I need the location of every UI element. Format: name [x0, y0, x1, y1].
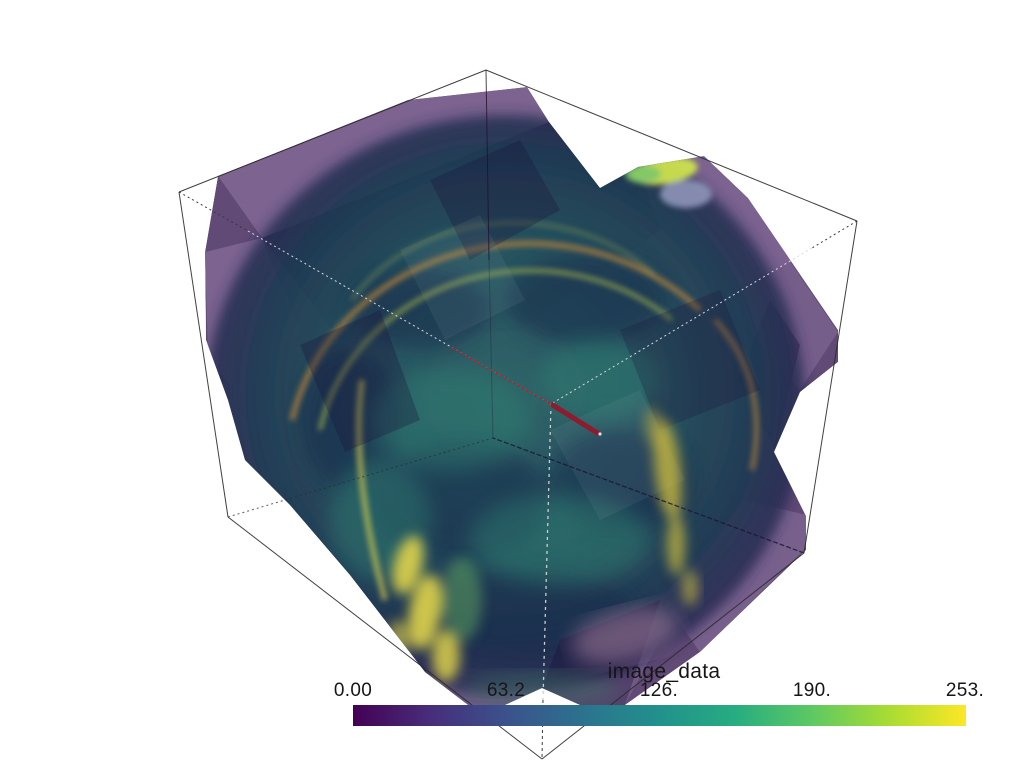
bbox-edge-right-vertical	[803, 220, 858, 554]
bbox-edge-top-back-left	[178, 69, 487, 193]
scalar-bar-tick-0: 0.00	[333, 680, 373, 701]
bbox-edge-left-vertical	[178, 191, 229, 518]
skull-arcs	[289, 221, 759, 601]
bbox-edge-back-vertical	[485, 69, 490, 261]
scalar-bar-tick-1: 63.2	[486, 680, 526, 701]
bbox-edge-bottom-back-right	[492, 437, 805, 554]
bbox-edge-front-vertical	[542, 403, 552, 701]
red-ray-hidden-segment	[451, 347, 552, 405]
red-ray-tip	[598, 432, 602, 436]
scalar-bar-gradient	[353, 705, 966, 726]
red-ray-line	[451, 347, 602, 437]
scalar-bar-tick-3: 190.	[792, 680, 832, 701]
bbox-edge-bottom-back-left	[227, 437, 494, 518]
red-ray-solid-segment	[549, 401, 601, 437]
scalar-bar-title: image_data	[607, 660, 721, 683]
bounding-box-outline	[178, 69, 858, 760]
bbox-edge-top-left-front	[178, 191, 249, 232]
bbox-edge-top-back-right	[485, 69, 858, 222]
scalar-bar-tick-2: 126.	[639, 680, 679, 701]
scalar-bar-tick-4: 253.	[945, 680, 985, 701]
volume-render	[205, 87, 838, 705]
bbox-edge-top-right-front	[811, 220, 858, 249]
